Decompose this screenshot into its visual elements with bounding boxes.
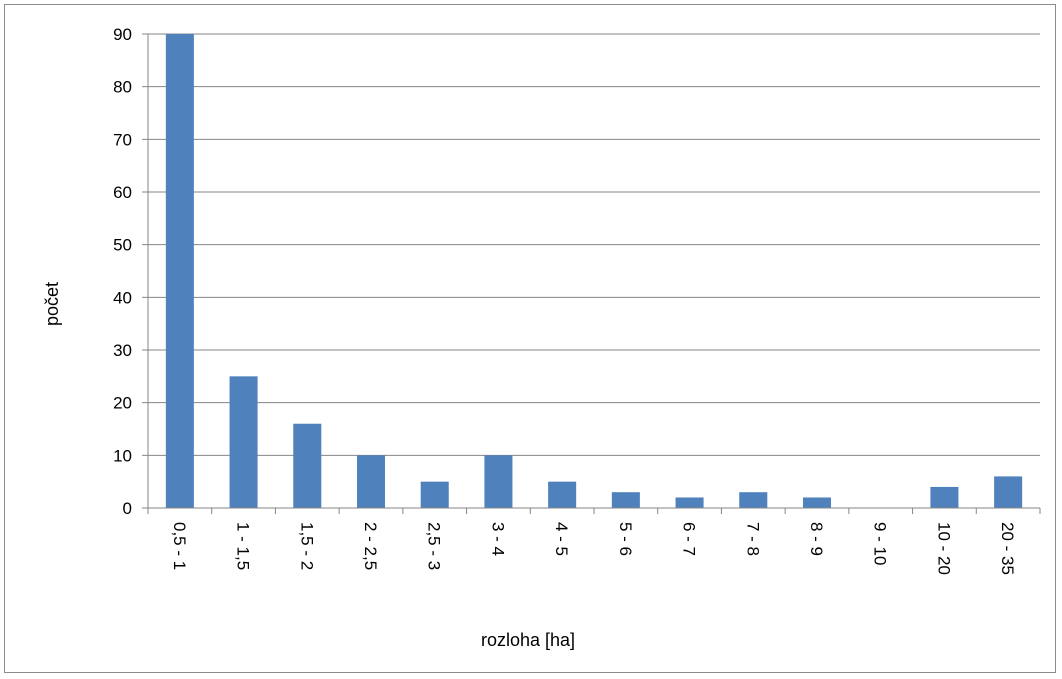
axes (142, 33, 1041, 514)
bar (484, 455, 513, 508)
x-tick-label: 6 - 7 (680, 522, 699, 556)
x-tick-label: 3 - 4 (488, 522, 507, 556)
bar-chart: 0 10 20 30 40 50 60 70 80 90 0,5 - 1 1 - 1,5 1,5 - … (42, 25, 1041, 650)
bar (802, 497, 832, 508)
bar (675, 497, 704, 508)
y-tick-label: 10 (113, 446, 132, 465)
y-tick-label: 50 (113, 236, 132, 255)
bars (165, 34, 1023, 508)
x-tick-label: 9 - 10 (871, 522, 890, 565)
x-tick-label: 0,5 - 1 (170, 522, 189, 570)
bar (994, 476, 1023, 508)
y-tick-label: 0 (123, 499, 132, 518)
bar (611, 492, 640, 508)
y-tick-label: 60 (113, 183, 132, 202)
y-tick-label: 30 (113, 341, 132, 360)
x-tick-label: 7 - 8 (743, 522, 762, 556)
y-tick-labels: 0 10 20 30 40 50 60 70 80 90 (113, 25, 132, 518)
bar (930, 486, 959, 508)
bar (420, 481, 449, 508)
x-tick-label: 4 - 5 (552, 522, 571, 556)
bar (356, 455, 386, 508)
x-tick-label: 2,5 - 3 (425, 522, 444, 570)
x-tick-label: 20 - 35 (998, 522, 1017, 575)
y-tick-label: 90 (113, 25, 132, 44)
y-tick-label: 70 (113, 130, 132, 149)
bar (548, 481, 577, 508)
y-tick-label: 40 (113, 288, 132, 307)
x-tick-label: 1 - 1,5 (234, 522, 253, 570)
bar (739, 492, 768, 508)
x-tick-label: 10 - 20 (934, 522, 953, 575)
x-tick-label: 2 - 2,5 (361, 522, 380, 570)
x-tick-labels: 0,5 - 1 1 - 1,5 1,5 - 2 2 - 2,5 2,5 - 3 3 - 4… (170, 522, 1017, 575)
x-axis-title: rozloha [ha] (481, 630, 575, 650)
bar (229, 376, 258, 508)
chart-frame: 0 10 20 30 40 50 60 70 80 90 0,5 - 1 1 - 1,5 1,5 - … (4, 4, 1056, 673)
x-tick-label: 1,5 - 2 (297, 522, 316, 570)
gridlines (148, 33, 1040, 456)
y-tick-label: 20 (113, 394, 132, 413)
y-axis-title: počet (42, 282, 62, 326)
x-tick-label: 5 - 6 (616, 522, 635, 556)
x-tick-label: 8 - 9 (807, 522, 826, 556)
bar (165, 34, 194, 508)
y-tick-label: 80 (113, 78, 132, 97)
bar (293, 423, 322, 508)
